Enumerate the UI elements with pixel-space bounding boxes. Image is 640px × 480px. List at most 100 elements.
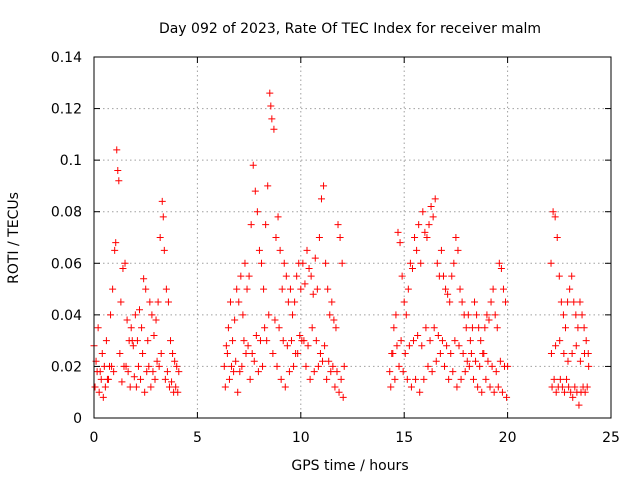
data-point <box>475 324 483 332</box>
data-point <box>140 275 148 283</box>
data-point <box>228 362 236 370</box>
data-point <box>261 324 269 332</box>
data-point <box>234 388 242 396</box>
data-point <box>221 383 229 391</box>
data-point <box>454 246 462 254</box>
data-point <box>292 350 300 358</box>
x-tick-label: 25 <box>602 430 620 446</box>
data-point <box>486 383 494 391</box>
data-point <box>576 357 584 365</box>
data-point <box>340 362 348 370</box>
data-point <box>240 337 248 345</box>
data-point <box>471 298 479 306</box>
data-point <box>568 350 576 358</box>
data-point <box>155 362 163 370</box>
data-point <box>441 362 449 370</box>
data-point <box>405 342 413 350</box>
data-point <box>488 362 496 370</box>
data-point <box>485 316 493 324</box>
data-point <box>286 285 294 293</box>
data-point <box>225 375 233 383</box>
data-point <box>397 337 405 345</box>
data-point <box>116 350 124 358</box>
data-point <box>156 234 164 241</box>
data-point <box>161 375 169 383</box>
data-point <box>417 259 425 267</box>
data-point <box>113 146 121 154</box>
data-point <box>93 368 101 376</box>
data-point <box>172 383 180 391</box>
data-point <box>339 393 347 401</box>
data-point <box>243 285 251 293</box>
data-point <box>121 259 129 267</box>
data-point <box>160 246 168 254</box>
data-point <box>487 298 495 306</box>
data-point <box>270 125 278 133</box>
data-point <box>242 350 250 358</box>
data-point <box>453 383 461 391</box>
data-point <box>284 298 292 306</box>
data-point <box>265 311 273 319</box>
data-point <box>269 350 277 358</box>
data-point <box>165 383 173 391</box>
data-point <box>416 388 424 396</box>
data-point <box>403 375 411 383</box>
data-point <box>337 375 345 383</box>
data-point <box>578 311 586 319</box>
data-point <box>173 362 181 370</box>
data-point <box>238 362 246 370</box>
data-point <box>305 264 313 272</box>
data-point <box>463 357 471 365</box>
x-tick-label: 5 <box>193 430 202 446</box>
data-point <box>582 337 590 345</box>
plot-frame <box>93 56 612 419</box>
data-point <box>389 350 397 358</box>
data-point <box>272 234 280 241</box>
data-point <box>132 383 140 391</box>
data-point <box>139 350 147 358</box>
data-point <box>107 311 115 319</box>
data-point <box>266 89 274 97</box>
data-point <box>563 375 571 383</box>
data-point <box>255 246 263 254</box>
data-point <box>91 383 99 391</box>
data-point <box>407 383 415 391</box>
data-point <box>404 285 412 293</box>
data-point <box>559 311 567 319</box>
data-point <box>560 350 568 358</box>
data-point <box>392 311 400 319</box>
data-point <box>551 213 559 221</box>
data-point <box>260 285 268 293</box>
data-point <box>481 324 489 332</box>
data-point <box>99 393 107 401</box>
data-point <box>174 388 182 396</box>
data-point <box>408 264 416 272</box>
data-point <box>387 383 395 391</box>
data-point <box>258 259 266 267</box>
data-point <box>328 298 336 306</box>
data-point <box>393 342 401 350</box>
data-point <box>426 337 434 345</box>
data-point <box>576 298 584 306</box>
data-point <box>309 290 317 298</box>
data-point <box>171 357 179 365</box>
data-point <box>175 368 183 376</box>
data-point <box>302 362 310 370</box>
data-point <box>438 337 446 345</box>
data-point <box>424 362 432 370</box>
data-point <box>476 362 484 370</box>
data-point <box>262 221 270 229</box>
data-point <box>581 350 589 358</box>
data-point <box>398 272 406 280</box>
data-point <box>391 375 399 383</box>
data-point <box>319 357 327 365</box>
data-point <box>458 298 466 306</box>
data-point <box>249 161 257 169</box>
data-point <box>566 285 574 293</box>
data-point <box>123 316 131 324</box>
data-point <box>459 350 467 358</box>
data-point <box>169 350 177 358</box>
data-point <box>466 337 474 345</box>
data-point <box>473 311 481 319</box>
data-point <box>472 357 480 365</box>
